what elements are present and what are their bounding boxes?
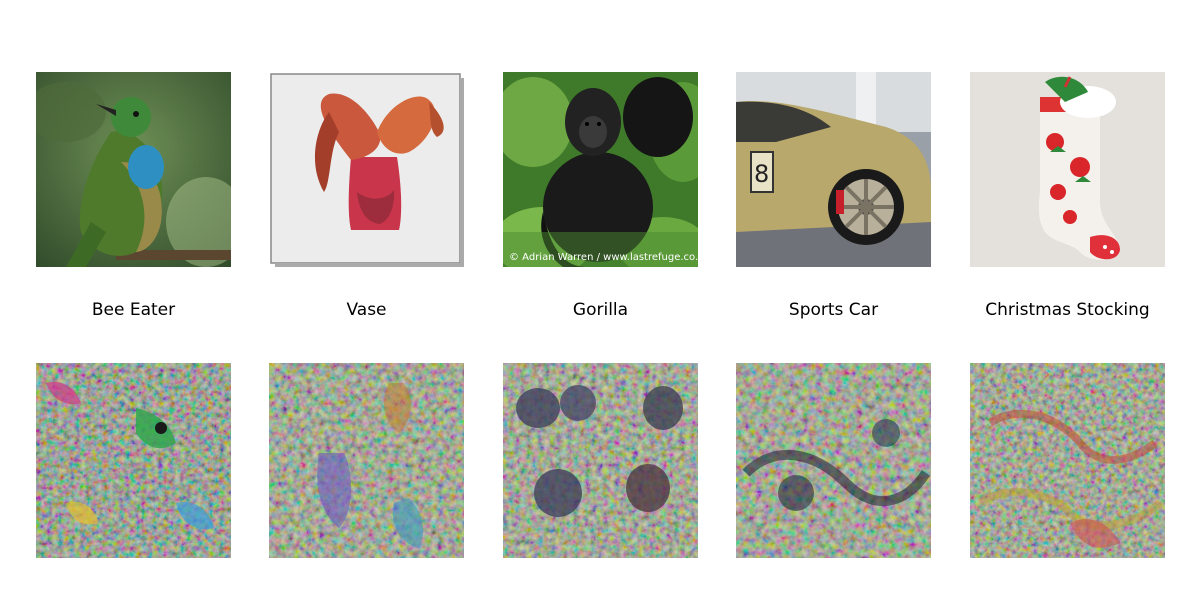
vase-visualization-icon xyxy=(269,363,464,558)
gorilla-visualization-icon xyxy=(503,363,698,558)
christmas-stocking-visualization-icon xyxy=(970,363,1165,558)
gorilla-icon: © Adrian Warren / www.lastrefuge.co.uk xyxy=(503,72,698,267)
label-bee-eater: Bee Eater xyxy=(91,300,176,320)
christmas-stocking-photo xyxy=(970,72,1165,267)
gorilla-photo: © Adrian Warren / www.lastrefuge.co.uk xyxy=(503,72,698,267)
vase-photo xyxy=(269,72,464,267)
label-sports-car: Sports Car xyxy=(788,300,879,320)
sports-car-visualization-icon xyxy=(736,363,931,558)
vase-visualization xyxy=(269,363,464,558)
label-christmas-stocking: Christmas Stocking xyxy=(985,300,1150,320)
sports-car-icon: 8 xyxy=(736,72,931,267)
bee-eater-bird-icon xyxy=(36,72,231,267)
label-gorilla: Gorilla xyxy=(572,300,629,320)
bee-eater-visualization xyxy=(36,363,231,558)
gorilla-visualization xyxy=(503,363,698,558)
watermark-text: © Adrian Warren / www.lastrefuge.co.uk xyxy=(509,252,698,263)
label-vase: Vase xyxy=(346,300,387,320)
christmas-stocking-icon xyxy=(970,72,1165,267)
red-vase-icon xyxy=(269,72,464,267)
sports-car-photo: 8 xyxy=(736,72,931,267)
christmas-stocking-visualization xyxy=(970,363,1165,558)
svg-text:8: 8 xyxy=(754,160,769,188)
bee-eater-photo xyxy=(36,72,231,267)
bee-eater-visualization-icon xyxy=(36,363,231,558)
sports-car-visualization xyxy=(736,363,931,558)
